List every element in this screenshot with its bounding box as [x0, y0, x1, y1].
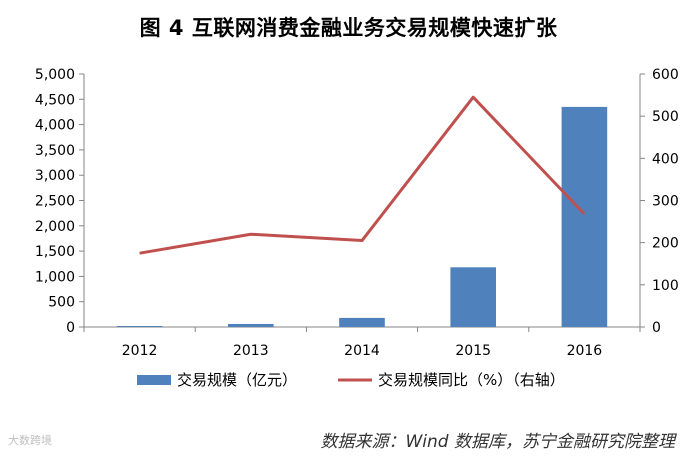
chart-title: 图 4 互联网消费金融业务交易规模快速扩张 — [139, 16, 558, 40]
source-note: 数据来源：Wind 数据库，苏宁金融研究院整理 — [320, 432, 675, 452]
legend-label-line: 交易规模同比（%）（右轴） — [378, 371, 565, 389]
x-tick-label: 2016 — [567, 343, 603, 359]
axes — [79, 73, 645, 332]
y-left-tick-label: 3,500 — [35, 143, 75, 159]
y-left-tick-label: 4,000 — [35, 118, 75, 134]
y-right-tick-label: 500 — [652, 109, 679, 125]
x-tick-label: 2013 — [233, 343, 269, 359]
bar-series — [116, 106, 608, 327]
x-tick-label: 2014 — [344, 343, 380, 359]
y-left-tick-label: 2,500 — [35, 194, 75, 210]
bar — [561, 106, 608, 327]
y-right-tick-label: 0 — [652, 320, 661, 336]
y-right-tick-label: 600 — [652, 67, 679, 83]
y-left-tick-label: 3,000 — [35, 168, 75, 184]
y-right-tick-label: 400 — [652, 151, 679, 167]
y-right-tick-label: 100 — [652, 278, 679, 294]
legend-swatch-bar — [137, 375, 171, 385]
legend: 交易规模（亿元） 交易规模同比（%）（右轴） — [137, 371, 565, 389]
y-left-tick-label: 4,500 — [35, 92, 75, 108]
y-left-tick-label: 1,000 — [35, 269, 75, 285]
line-series — [139, 95, 586, 255]
bar — [450, 267, 496, 327]
watermark: 大数跨境 — [8, 434, 52, 447]
y-left-tick-label: 2,000 — [35, 219, 75, 235]
y-left-tick-label: 5,000 — [35, 67, 75, 83]
y-left-tick-label: 500 — [48, 295, 75, 311]
y-right-tick-label: 200 — [652, 236, 679, 252]
bar — [116, 325, 163, 327]
tick-labels: 0 500 1,000 1,500 2,000 2,500 3,000 3,500 4,000 4… — [35, 67, 679, 359]
line-path — [139, 95, 586, 255]
y-left-tick-label: 0 — [66, 320, 75, 336]
bar — [339, 317, 385, 327]
y-left-tick-label: 1,500 — [35, 244, 75, 260]
x-tick-label: 2015 — [455, 343, 491, 359]
y-right-tick-label: 300 — [652, 194, 679, 210]
x-tick-label: 2012 — [122, 343, 158, 359]
bar — [228, 323, 274, 327]
legend-label-bar: 交易规模（亿元） — [177, 371, 297, 389]
